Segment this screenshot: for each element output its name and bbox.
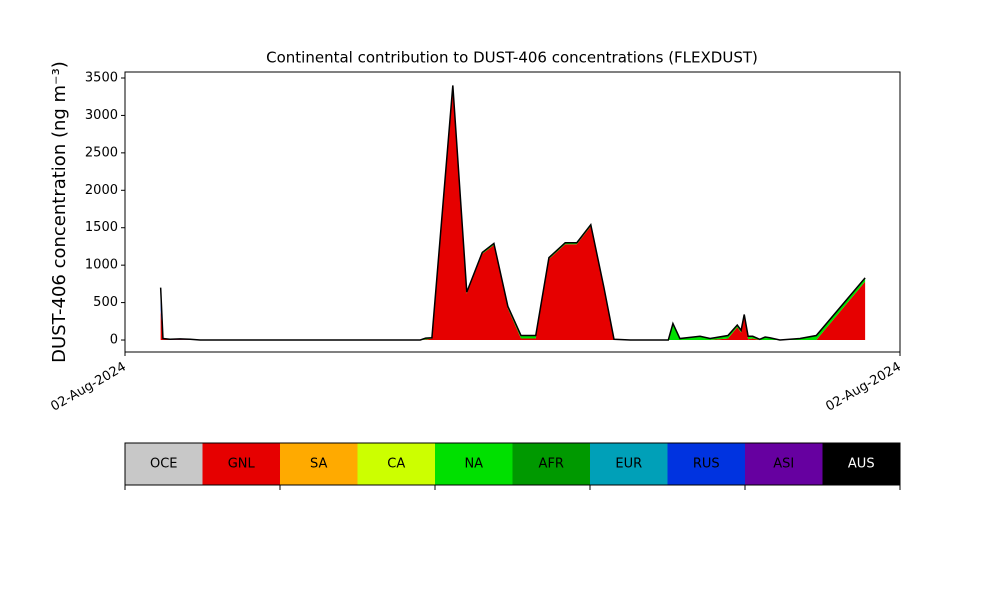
legend-swatch [590, 443, 668, 485]
y-tick-label: 2500 [85, 145, 118, 160]
y-axis-label: DUST-406 concentration (ng m⁻³) [49, 61, 70, 363]
legend-swatch [125, 443, 203, 485]
legend-swatch [512, 443, 590, 485]
legend-swatch [822, 443, 900, 485]
legend-label: CA [387, 457, 405, 472]
y-tick-label: 2000 [85, 183, 118, 198]
y-tick-label: 0 [110, 333, 118, 348]
legend-swatch [667, 443, 745, 485]
plot-frame [124, 71, 901, 353]
legend-label: GNL [228, 457, 256, 472]
legend-label: SA [310, 457, 327, 472]
legend-label: RUS [693, 457, 720, 472]
legend-label: NA [464, 457, 483, 472]
legend-swatch [435, 443, 513, 485]
legend-label: OCE [150, 457, 178, 472]
y-tick-label: 3500 [85, 70, 118, 85]
legend-label: ASI [773, 457, 794, 472]
legend-swatch [202, 443, 280, 485]
y-tick-label: 3000 [85, 108, 118, 123]
legend-swatch [280, 443, 358, 485]
total-outline [159, 85, 866, 341]
legend-label: AUS [848, 457, 875, 472]
y-tick-label: 1000 [85, 258, 118, 273]
chart-title: Continental contribution to DUST-406 con… [266, 49, 758, 67]
legend-label: EUR [615, 457, 642, 472]
legend-frame [124, 442, 901, 486]
legend-label: AFR [539, 457, 564, 472]
legend-swatch [357, 443, 435, 485]
y-tick-label: 1500 [85, 220, 118, 235]
y-tick-label: 500 [93, 295, 118, 310]
legend-swatch [745, 443, 823, 485]
